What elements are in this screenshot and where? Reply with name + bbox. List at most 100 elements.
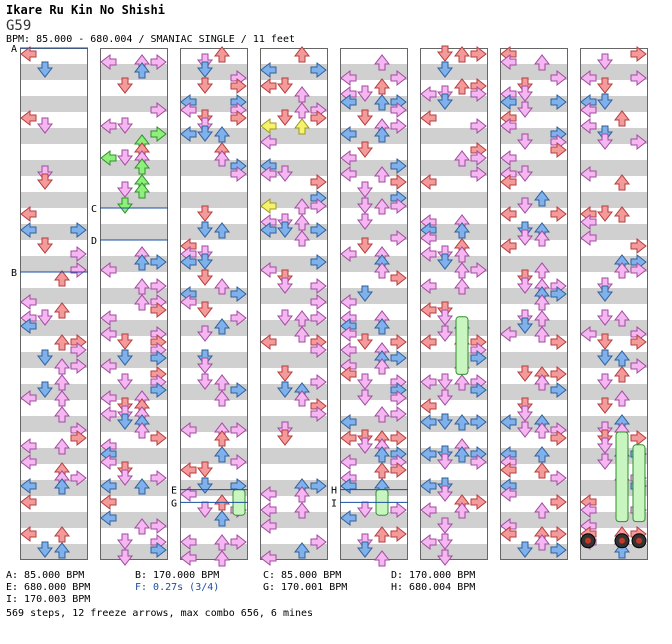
step-arrow [390, 501, 407, 519]
step-arrow [470, 493, 487, 511]
step-arrow [533, 462, 551, 479]
step-arrow [613, 262, 631, 279]
step-arrow [230, 101, 247, 119]
beat-stripe [420, 288, 488, 304]
step-arrow [390, 389, 407, 407]
step-arrow [500, 149, 517, 167]
beat-stripe [340, 480, 408, 496]
beat-stripe [580, 288, 648, 304]
step-arrow [116, 373, 134, 390]
step-arrow [116, 333, 134, 350]
step-arrow [550, 469, 567, 487]
step-arrow [36, 381, 54, 398]
step-arrow [213, 150, 231, 167]
freeze-arrow [615, 431, 629, 523]
step-arrow [213, 46, 231, 63]
step-arrow [390, 269, 407, 287]
step-arrow [420, 445, 437, 463]
step-arrow [420, 173, 437, 191]
step-summary: 569 steps, 12 freeze arrows, max combo 6… [6, 608, 314, 619]
step-arrow [53, 358, 71, 375]
beat-stripe [20, 512, 88, 528]
step-arrow [293, 102, 311, 119]
step-arrow [180, 533, 197, 551]
step-arrow [116, 549, 134, 566]
step-arrow [500, 325, 517, 343]
step-arrow [180, 285, 197, 303]
step-arrow [630, 69, 647, 87]
bpm-change-label: E [171, 486, 177, 497]
difficulty-label: G59 [6, 18, 32, 34]
beat-stripe [420, 224, 488, 240]
step-arrow [390, 461, 407, 479]
step-arrow [196, 253, 214, 270]
step-arrow [150, 341, 167, 359]
step-arrow [356, 373, 374, 390]
step-arrow [453, 150, 471, 167]
step-arrow [230, 285, 247, 303]
beat-stripe [500, 512, 568, 528]
step-arrow [100, 405, 117, 423]
step-arrow [213, 374, 231, 391]
step-arrow [196, 357, 214, 374]
step-arrow [230, 165, 247, 183]
step-arrow [310, 477, 327, 495]
beat-stripe [420, 544, 488, 560]
step-arrow [293, 326, 311, 343]
step-arrow [500, 109, 517, 127]
legend-d: D: 170.000 BPM [391, 570, 476, 581]
freeze-arrow [455, 316, 469, 375]
step-arrow [20, 453, 37, 471]
step-arrow [100, 437, 117, 455]
step-arrow [390, 93, 407, 111]
step-arrow [533, 422, 551, 439]
step-arrow [213, 278, 231, 295]
step-arrow [53, 270, 71, 287]
beat-stripe [20, 128, 88, 144]
step-arrow [53, 302, 71, 319]
bpm-change-label: G [171, 498, 177, 509]
step-arrow [390, 453, 407, 471]
step-arrow [613, 366, 631, 383]
step-arrow [310, 309, 327, 327]
step-arrow [580, 517, 597, 535]
step-arrow [340, 149, 357, 167]
step-arrow [116, 197, 134, 214]
beat-stripe [260, 352, 328, 368]
step-arrow [420, 333, 437, 351]
beat-stripe [500, 480, 568, 496]
step-arrow [340, 413, 357, 431]
step-arrow [20, 221, 37, 239]
step-arrow [180, 421, 197, 439]
step-arrow [533, 310, 551, 327]
step-arrow [150, 533, 167, 551]
step-arrow [436, 533, 454, 550]
step-arrow [180, 245, 197, 263]
step-arrow [596, 373, 614, 390]
step-arrow [453, 222, 471, 239]
step-arrow [213, 534, 231, 551]
step-arrow [150, 293, 167, 311]
step-arrow [100, 117, 117, 135]
bpm-change-label: A [11, 44, 17, 55]
step-arrow [310, 109, 327, 127]
step-arrow [260, 117, 277, 135]
legend-b: B: 170.000 BPM [135, 570, 220, 581]
bpm-info: BPM: 85.000 - 680.004 / SMANIAC SINGLE /… [6, 34, 295, 45]
step-arrow [20, 293, 37, 311]
step-arrow [180, 125, 197, 143]
step-arrow [180, 253, 197, 271]
step-arrow [613, 174, 631, 191]
step-arrow [36, 173, 54, 190]
step-arrow [470, 349, 487, 367]
step-arrow [53, 526, 71, 543]
step-arrow [596, 349, 614, 366]
step-arrow [260, 221, 277, 239]
step-arrow [500, 453, 517, 471]
step-arrow [500, 525, 517, 543]
step-arrow [230, 533, 247, 551]
step-arrow [36, 117, 54, 134]
step-arrow [340, 477, 357, 495]
step-arrow [453, 446, 471, 463]
step-arrow [230, 381, 247, 399]
